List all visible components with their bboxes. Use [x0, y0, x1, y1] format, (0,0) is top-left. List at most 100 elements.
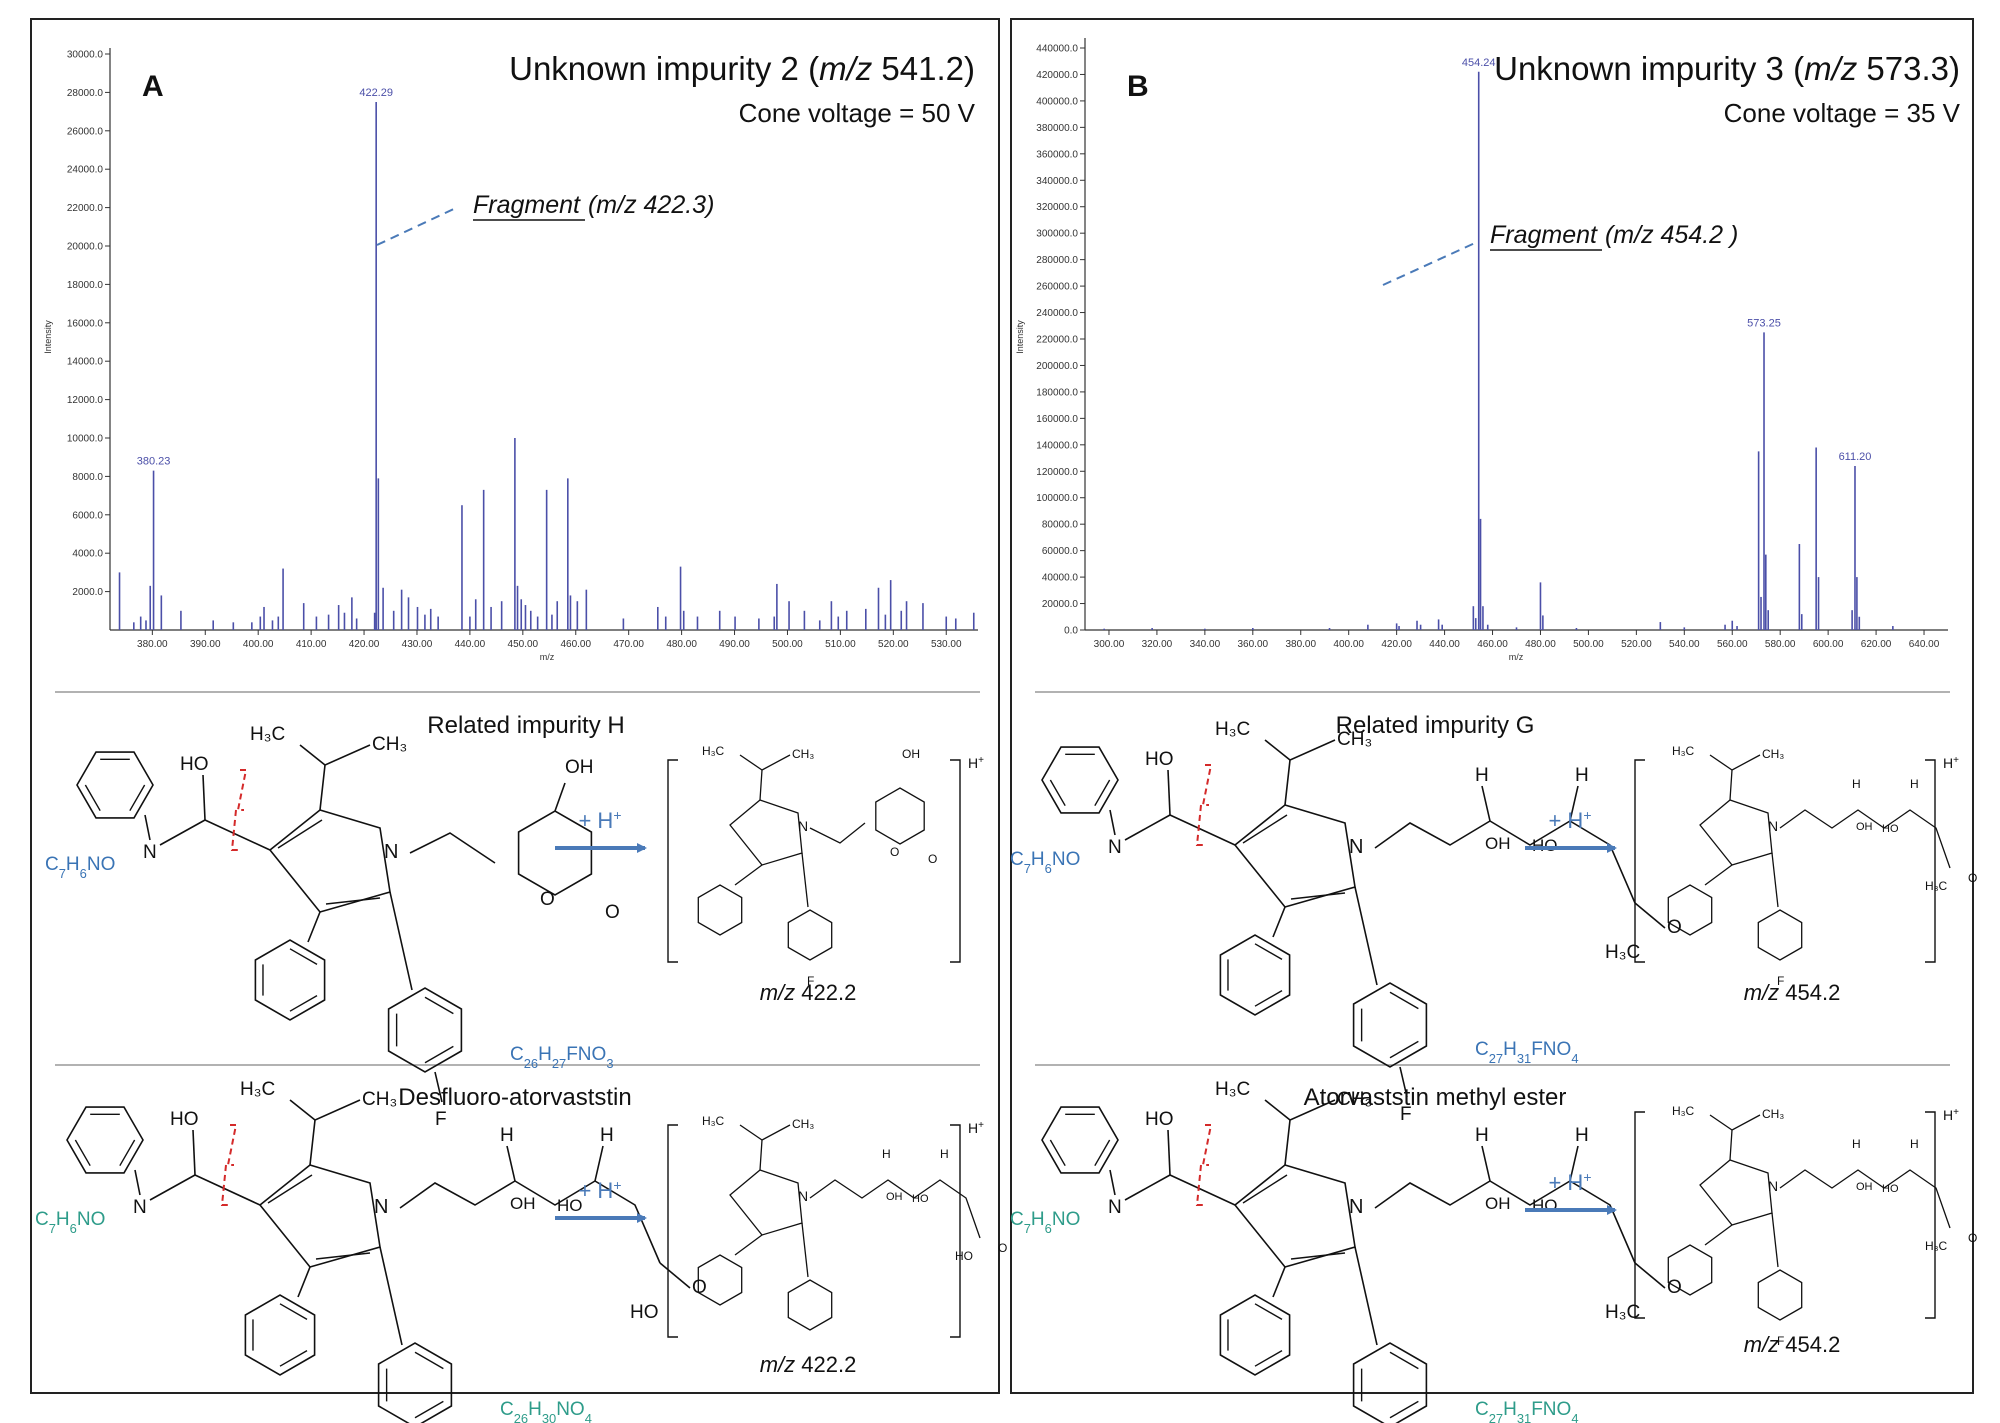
y-tick-label-b: 420000.0	[1036, 70, 1078, 81]
y-tick-label-a: 30000.0	[67, 50, 104, 61]
formula-part: 4	[585, 1411, 592, 1423]
y-tick-label-b: 340000.0	[1036, 176, 1078, 187]
atom-label: H₃C	[702, 744, 725, 758]
aromatic-bond	[84, 784, 101, 812]
atom-label: O	[1667, 1277, 1682, 1298]
atom-label: HO	[1882, 1183, 1899, 1195]
pyrrole-double-bond	[1290, 892, 1346, 900]
x-tick-label-a: 450.00	[508, 639, 539, 650]
atom-label: HO	[1145, 749, 1174, 770]
atom-label: N	[1349, 836, 1363, 858]
y-tick-label-b: 380000.0	[1036, 123, 1078, 134]
y-tick-label-b: 280000.0	[1036, 255, 1078, 266]
x-tick-label-b: 440.00	[1429, 639, 1460, 650]
x-tick-label-b: 620.00	[1861, 639, 1892, 650]
formula-part: C	[1010, 849, 1024, 870]
aromatic-bond	[279, 1303, 308, 1321]
y-tick-label-b: 160000.0	[1036, 414, 1078, 425]
atom-label: O	[1667, 917, 1682, 938]
atom-label: N	[1108, 1197, 1122, 1218]
bracket-left	[1634, 1111, 1645, 1319]
aryl-bond	[297, 1266, 311, 1298]
anilide-bond	[1109, 809, 1116, 836]
product-aryl	[1771, 1212, 1779, 1268]
atom-label: N	[1768, 1178, 1778, 1194]
spectrum-b: 0.0 20000.0 40000.0 60000.0 80000.0 100000.0 1…	[1015, 38, 1948, 662]
formula-part: H	[66, 854, 80, 875]
aromatic-bond	[1254, 1349, 1283, 1367]
reagent-label: + H+	[578, 1177, 621, 1203]
formula-part: 7	[49, 1221, 56, 1236]
panel-b-frame	[1010, 18, 1974, 1394]
formula-part: 30	[542, 1411, 556, 1423]
formula-part: 6	[80, 866, 87, 881]
atom-label: OH	[1856, 821, 1873, 833]
x-tick-label-b: 380.00	[1285, 639, 1316, 650]
x-tick-label-a: 420.00	[349, 639, 380, 650]
aromatic-bond	[1049, 1139, 1066, 1167]
pyrrole-double-bond	[1242, 814, 1288, 844]
ethyl-linker	[409, 832, 496, 864]
atom-label: CH₃	[362, 1089, 397, 1110]
formula-part: C	[35, 1209, 49, 1230]
product-aryl	[1704, 1224, 1733, 1246]
formula-part: F	[1531, 1399, 1543, 1420]
formula-part: O	[91, 1209, 106, 1230]
aromatic-bond	[74, 1139, 91, 1167]
atom-label: H₃C	[1925, 879, 1948, 893]
x-tick-label-a: 460.00	[560, 639, 591, 650]
formula-part: 26	[514, 1411, 528, 1423]
atom-label: N	[1768, 818, 1778, 834]
atom-label: OH	[886, 1191, 903, 1203]
fragment-formula: C7H6NO	[1010, 1209, 1080, 1236]
benzene-ring	[1041, 746, 1119, 814]
atom-label: O	[998, 1241, 1007, 1255]
aromatic-bond	[1389, 1351, 1419, 1370]
atom-label: H	[1910, 777, 1919, 791]
reagent-text: + H	[578, 808, 613, 833]
charge-h: H	[968, 1120, 978, 1136]
atom-label: N	[1349, 1196, 1363, 1218]
aryl-bond	[307, 911, 321, 943]
charge-h: H	[1943, 755, 1953, 771]
charge-h: H	[1943, 1107, 1953, 1123]
formula-part: N	[1543, 1039, 1557, 1060]
isopropyl	[1264, 1099, 1291, 1121]
wedge-h	[506, 1145, 516, 1182]
panel-a-title-post: 541.2)	[872, 50, 975, 87]
atom-label: HO	[630, 1302, 659, 1323]
x-tick-label-a: 530.00	[931, 639, 962, 650]
x-tick-label-b: 520.00	[1621, 639, 1652, 650]
amide-bond	[1167, 769, 1171, 816]
amide-bond	[159, 819, 206, 846]
atom-label: O	[692, 1277, 707, 1298]
wedge-h	[1569, 785, 1579, 822]
atom-label: H	[1475, 1125, 1489, 1146]
atom-label: H	[882, 1147, 891, 1161]
amide-bond	[1124, 1174, 1171, 1201]
formula-part: C	[1475, 1399, 1489, 1420]
lactone-ring	[517, 810, 593, 896]
y-tick-label-a: 4000.0	[72, 549, 103, 560]
aryl-bond	[379, 1246, 403, 1346]
panel-b-title-mz: m/z	[1804, 50, 1858, 87]
carboxyl-bond	[1634, 1262, 1666, 1289]
formula-part: 27	[1489, 1411, 1503, 1423]
bracket-left	[1634, 759, 1645, 963]
neutral-formula: C27H31FNO4	[1475, 1039, 1579, 1066]
benzene-ring	[387, 987, 463, 1073]
y-axis-label-b: Intensity	[1015, 320, 1025, 354]
x-tick-label-b: 420.00	[1381, 639, 1412, 650]
section-title-b-top: Related impurity G	[1336, 712, 1535, 739]
fragment-leader-a	[376, 206, 459, 246]
aromatic-bond	[1094, 1139, 1111, 1167]
y-tick-label-b: 80000.0	[1042, 520, 1079, 531]
x-tick-label-b: 580.00	[1765, 639, 1796, 650]
amide-bond	[204, 819, 271, 851]
formula-part: N	[578, 1044, 592, 1065]
formula-part: 6	[1045, 1221, 1052, 1236]
isopropyl	[1264, 739, 1291, 761]
atom-label: CH₃	[1762, 1107, 1784, 1121]
bracket-right	[950, 1124, 961, 1338]
anilide-bond	[1109, 1169, 1116, 1196]
